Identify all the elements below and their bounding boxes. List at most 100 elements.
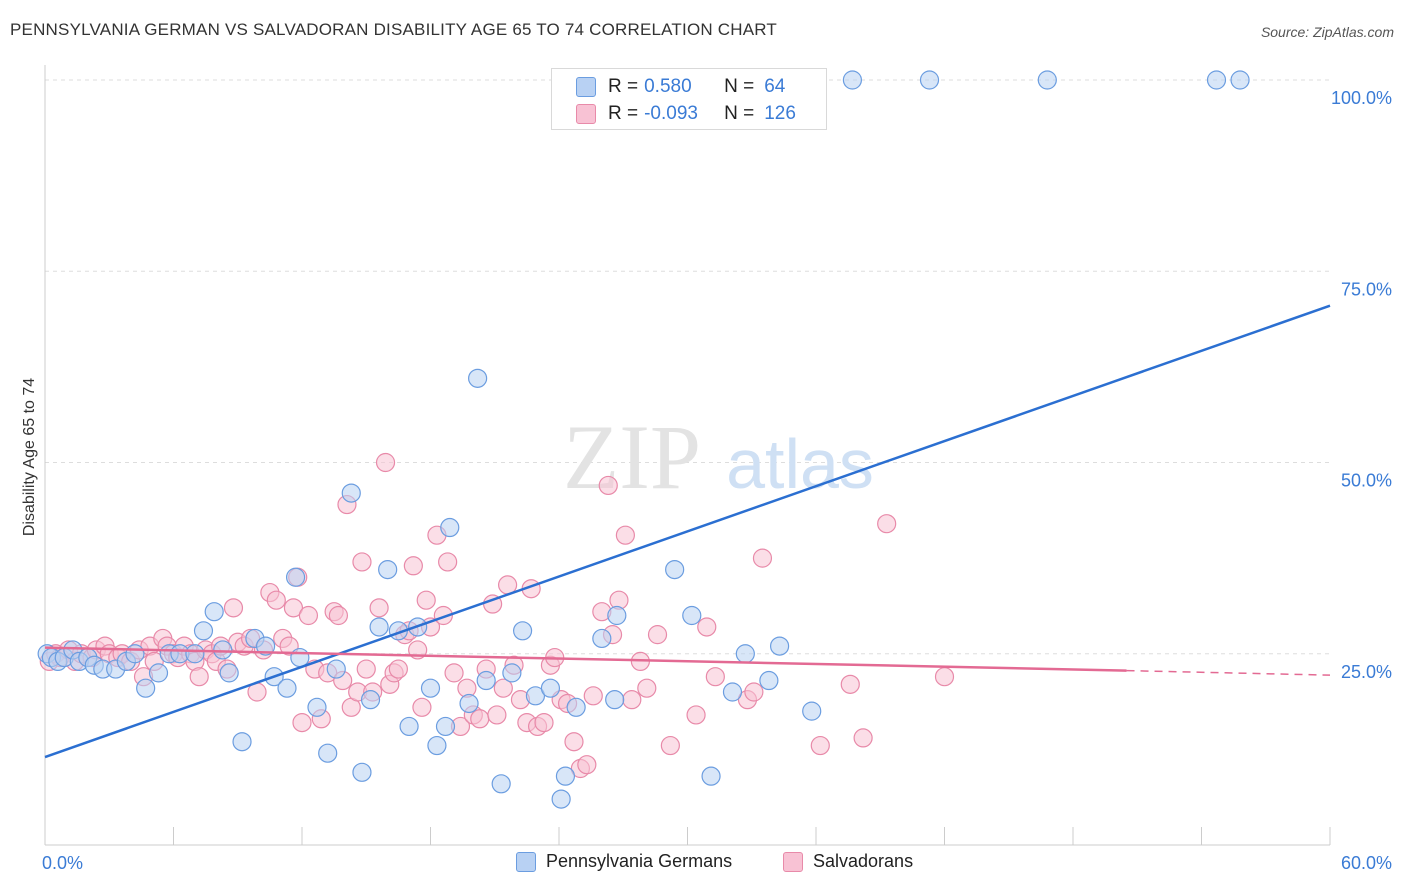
watermark: ZIP atlas — [563, 406, 874, 508]
blue-swatch-icon — [576, 77, 596, 97]
r-label: R = — [608, 103, 639, 124]
x-tick-label: 60.0% — [1341, 853, 1392, 873]
data-point — [307, 697, 327, 717]
data-point — [219, 663, 239, 683]
data-point — [577, 755, 597, 775]
r-value: -0.093 — [644, 103, 698, 124]
data-point — [744, 682, 764, 702]
data-point — [555, 766, 576, 786]
data-point — [328, 605, 349, 626]
data-point — [223, 598, 244, 618]
data-point — [487, 705, 507, 725]
data-point — [615, 525, 635, 545]
legend-row-salvadorans: R = -0.093 N = 126 — [576, 102, 796, 126]
data-point — [637, 678, 657, 698]
data-point — [722, 682, 743, 702]
data-point — [185, 644, 205, 664]
data-point — [759, 670, 779, 691]
bottom-legend-pennsylvania-germans: Pennsylvania Germans — [516, 851, 732, 872]
data-point — [388, 659, 408, 679]
data-point — [660, 735, 680, 756]
source-label: Source: ZipAtlas.com — [1260, 24, 1394, 40]
data-point — [525, 686, 546, 706]
data-point — [752, 548, 773, 568]
x-tick-label: 0.0% — [42, 853, 83, 873]
watermark-zip: ZIP — [563, 406, 701, 508]
data-point — [213, 640, 233, 660]
n-value: 126 — [764, 103, 796, 124]
data-point — [551, 789, 571, 809]
data-point — [540, 678, 561, 698]
data-point — [1230, 70, 1250, 90]
data-point — [934, 667, 955, 687]
data-point — [440, 517, 460, 538]
data-point — [193, 621, 214, 641]
legend-row-pennsylvania-germans: R = 0.580 N = 64 — [576, 75, 785, 99]
data-point — [326, 659, 346, 679]
data-point — [877, 514, 897, 534]
data-point — [283, 598, 304, 618]
data-point — [378, 559, 398, 580]
y-tick-label: 25.0% — [1341, 662, 1392, 682]
n-label: N = — [724, 76, 755, 97]
data-point — [476, 670, 496, 691]
data-point — [502, 663, 522, 683]
data-point — [470, 709, 490, 729]
data-point — [189, 667, 209, 687]
trend-line — [44, 646, 1127, 672]
data-point — [583, 686, 603, 706]
data-point — [290, 647, 310, 668]
data-point — [493, 678, 513, 698]
data-point — [438, 552, 458, 572]
data-point — [356, 659, 376, 679]
data-point — [125, 644, 145, 664]
data-point — [512, 621, 533, 641]
data-point — [136, 678, 156, 698]
data-point — [459, 693, 479, 714]
data-point — [352, 552, 372, 572]
data-point — [204, 602, 224, 622]
data-point — [412, 697, 432, 717]
data-point — [399, 716, 419, 737]
data-point — [1037, 70, 1057, 90]
data-point — [491, 774, 511, 794]
data-point — [232, 732, 252, 752]
data-point — [444, 663, 464, 683]
bottom-legend-label: Salvadorans — [813, 851, 914, 871]
data-point — [622, 690, 642, 710]
r-value: 0.580 — [644, 76, 692, 97]
data-point — [697, 617, 717, 637]
data-point — [298, 605, 319, 626]
data-point — [566, 697, 586, 717]
data-point — [592, 628, 612, 649]
data-point — [285, 567, 306, 587]
y-tick-label: 75.0% — [1341, 279, 1392, 299]
data-point — [292, 712, 312, 733]
chart-title: PENNSYLVANIA GERMAN VS SALVADORAN DISABI… — [10, 20, 778, 39]
data-point — [277, 678, 297, 698]
data-point — [665, 559, 685, 580]
pink-swatch-icon — [783, 851, 803, 872]
data-point — [255, 636, 276, 656]
r-label: R = — [608, 76, 639, 97]
grid-lines — [45, 79, 1330, 655]
pink-swatch-icon — [576, 104, 596, 124]
data-point — [403, 556, 423, 576]
correlation-legend: R = 0.580 N = 64 R = -0.093 N = 126 — [551, 68, 827, 130]
y-tick-label: 50.0% — [1341, 471, 1392, 491]
data-point — [369, 598, 389, 618]
n-label: N = — [724, 103, 755, 124]
y-axis-label: Disability Age 65 to 74 — [21, 377, 38, 537]
data-point — [598, 475, 618, 496]
data-point — [468, 368, 488, 388]
n-value: 64 — [764, 76, 786, 97]
data-point — [810, 735, 830, 756]
data-point — [341, 483, 361, 503]
data-point — [701, 766, 721, 786]
watermark-atlas: atlas — [726, 425, 874, 503]
data-point — [427, 735, 447, 756]
data-point — [375, 452, 396, 473]
data-point — [148, 663, 169, 683]
data-point — [842, 70, 863, 90]
